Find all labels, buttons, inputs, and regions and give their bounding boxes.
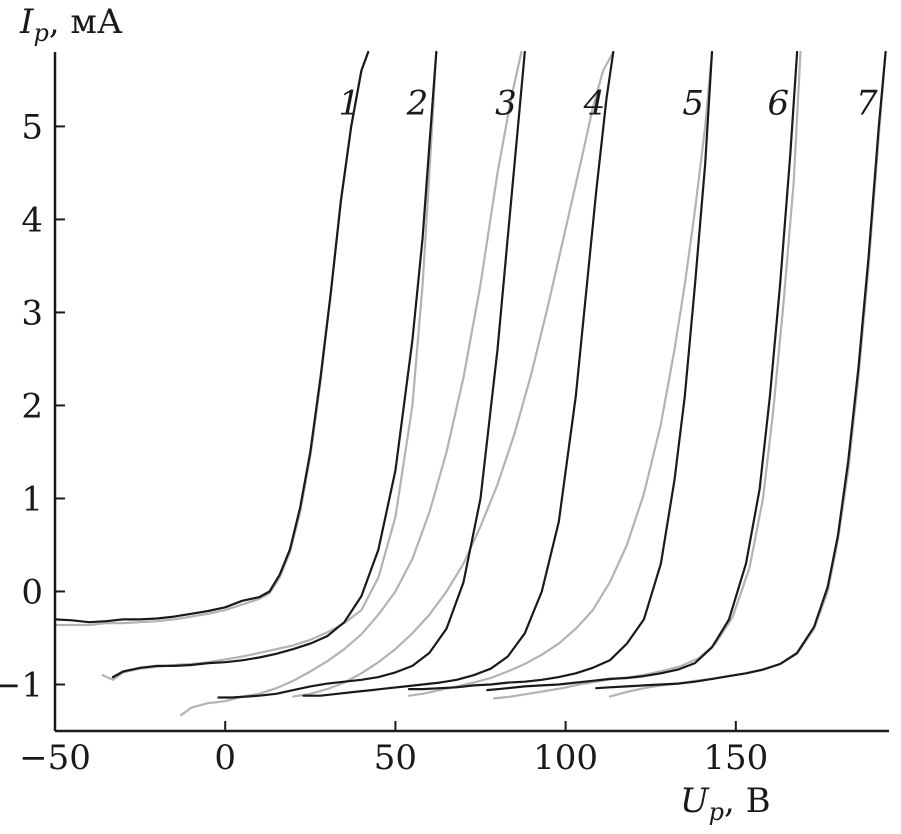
series-layer (53, 50, 887, 717)
x-tick-label: 150 (703, 738, 768, 778)
ticks-layer: −50 0 50 100 150 −1 0 1 2 3 4 5 (0, 107, 768, 778)
y-tick-label: 3 (21, 293, 43, 333)
series-line-2-model (101, 50, 438, 681)
y-tick-label: 5 (21, 107, 43, 147)
curve-labels-layer: 1 2 3 4 5 6 7 (339, 83, 878, 123)
y-axis-unit: , мА (49, 2, 123, 42)
curve-label-1: 1 (339, 83, 361, 123)
curve-label-5: 5 (682, 83, 704, 123)
series-line-1-model (53, 50, 370, 627)
series-line-1-measured (53, 50, 370, 624)
series-line-5-measured (407, 50, 714, 691)
series-line-7-measured (595, 50, 887, 690)
x-tick-label: 100 (533, 738, 598, 778)
curve-label-2: 2 (406, 83, 429, 123)
series-line-4-measured (302, 50, 615, 697)
curve-label-6: 6 (767, 83, 789, 123)
x-tick-label: −50 (19, 738, 91, 778)
y-tick-label: 4 (21, 200, 43, 240)
y-axis-symbol: I (19, 2, 34, 42)
curve-label-4: 4 (583, 83, 606, 123)
series-line-2-measured (111, 50, 438, 679)
series-line-7-model (608, 50, 887, 698)
series-line-4-model (292, 50, 615, 698)
x-axis-unit: , В (724, 781, 771, 821)
curve-label-3: 3 (495, 83, 517, 123)
series-line-3-measured (217, 50, 526, 699)
x-tick-label: 50 (374, 738, 417, 778)
axes-layer (53, 52, 889, 733)
y-axis-title: Ip, мА (19, 2, 123, 47)
x-axis-symbol: U (680, 781, 710, 821)
series-line-6-measured (486, 50, 799, 692)
x-axis-title: Up, В (680, 781, 771, 826)
y-tick-label: −1 (0, 665, 43, 705)
series-line-5-model (407, 50, 714, 697)
curve-label-7: 7 (856, 83, 878, 123)
y-tick-label: 1 (21, 479, 43, 519)
x-tick-label: 0 (214, 738, 236, 778)
series-line-3-model (179, 50, 523, 717)
y-tick-label: 2 (21, 386, 43, 426)
x-axis-subscript: p (709, 798, 724, 826)
series-line-6-model (493, 50, 802, 700)
y-axis-subscript: p (33, 19, 48, 47)
y-tick-label: 0 (21, 572, 43, 612)
